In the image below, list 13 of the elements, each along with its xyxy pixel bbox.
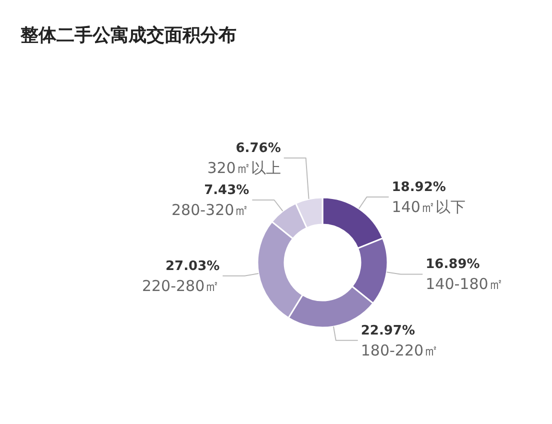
data-label: 22.97% [360, 323, 416, 338]
slice-label: 180-220㎡ [360, 341, 439, 360]
data-label: 27.03% [165, 258, 220, 274]
data-label: 18.92% [392, 180, 446, 196]
data-label: 7.43% [204, 183, 250, 198]
chart-title: 整体二手公寓成交面积分布 [20, 25, 236, 46]
slice-label: 320㎡以上 [207, 159, 281, 177]
data-label: 16.89% [426, 257, 480, 272]
slice-label: 140-180㎡ [426, 275, 504, 294]
slice-label: 220-280㎡ [142, 276, 220, 295]
data-label: 6.76% [236, 141, 281, 156]
slice-label: 280-320㎡ [172, 201, 250, 219]
slice-label: 140㎡以下 [392, 198, 466, 216]
